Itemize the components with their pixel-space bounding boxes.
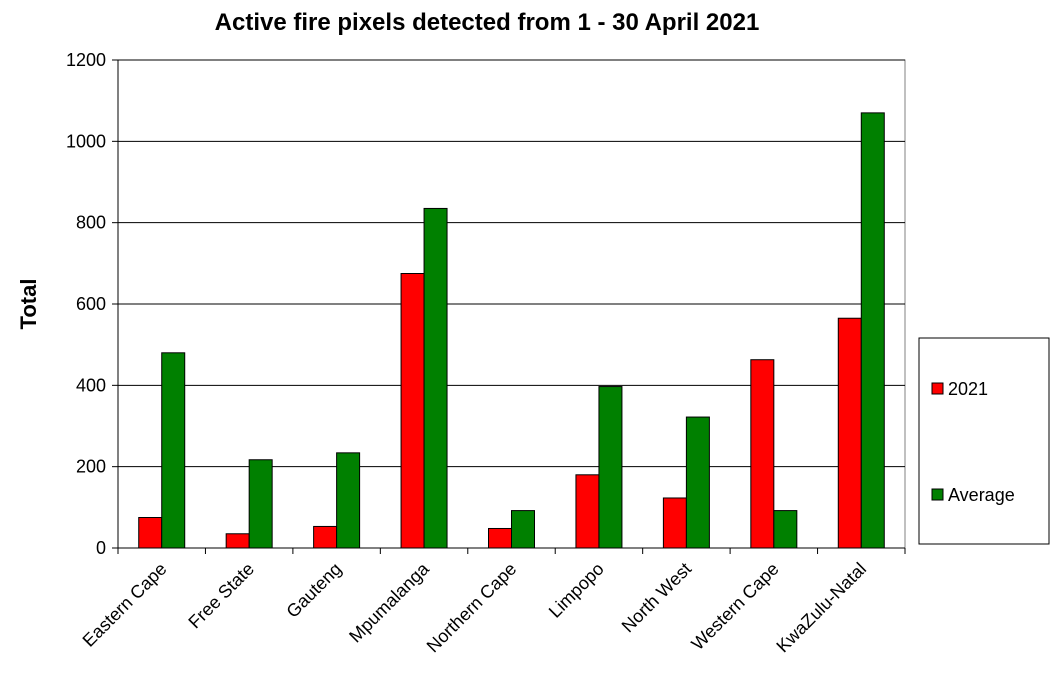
bar-average-western-cape <box>773 510 798 549</box>
bar-2021-limpopo <box>575 474 600 549</box>
bar-2021-mpumalanga <box>400 273 425 549</box>
bar-average-kwazulu-natal <box>860 112 885 549</box>
x-tick-label: Gauteng <box>282 559 345 622</box>
y-tick-label: 200 <box>76 457 106 477</box>
legend-swatch-average <box>931 488 944 501</box>
legend-label-2021: 2021 <box>948 379 988 399</box>
bar-average-free-state <box>248 459 273 549</box>
x-tick-label: Western Cape <box>687 559 782 654</box>
y-tick-labels: 0 200 400 600 800 1000 1200 <box>66 50 106 558</box>
x-tick-label: Free State <box>184 559 258 633</box>
bar-average-limpopo <box>598 386 623 549</box>
legend: 2021 Average <box>918 337 1050 545</box>
x-tick-label: Mpumalanga <box>345 558 433 646</box>
legend-box <box>918 337 1050 545</box>
bar-2021-kwazulu-natal <box>837 317 862 549</box>
bar-2021-free-state <box>225 533 250 549</box>
x-tick-label: North West <box>618 559 696 637</box>
legend-label-average: Average <box>948 485 1015 505</box>
bar-2021-eastern-cape <box>138 517 163 549</box>
x-tick-label: Northern Cape <box>423 559 521 657</box>
bar-average-gauteng <box>336 452 361 549</box>
bar-2021-northern-cape <box>488 527 512 549</box>
bars <box>138 112 885 549</box>
x-tick-label: Eastern Cape <box>79 559 171 651</box>
bar-average-north-west <box>685 416 710 549</box>
y-tick-label: 400 <box>76 375 106 395</box>
y-tick-label: 0 <box>96 538 106 558</box>
gridlines <box>117 59 906 549</box>
legend-swatch-2021 <box>931 382 944 395</box>
axes <box>112 59 906 554</box>
y-tick-label: 600 <box>76 294 106 314</box>
bar-2021-western-cape <box>750 359 775 549</box>
bar-2021-north-west <box>662 497 687 549</box>
bar-average-northern-cape <box>511 510 535 549</box>
y-tick-label: 800 <box>76 213 106 233</box>
x-tick-labels: Eastern Cape Free State Gauteng MpumalangaN… <box>79 558 871 656</box>
y-tick-label: 1000 <box>66 131 106 151</box>
bar-average-eastern-cape <box>161 352 186 549</box>
x-tick-label: KwaZulu-Natal <box>772 559 870 657</box>
y-tick-label: 1200 <box>66 50 106 70</box>
chart-title: Active fire pixels detected from 1 - 30 … <box>215 9 760 36</box>
bar-average-mpumalanga <box>423 207 448 549</box>
y-axis-label: Total <box>16 279 41 330</box>
bar-2021-gauteng <box>313 525 338 549</box>
x-tick-label: Limpopo <box>545 559 608 622</box>
